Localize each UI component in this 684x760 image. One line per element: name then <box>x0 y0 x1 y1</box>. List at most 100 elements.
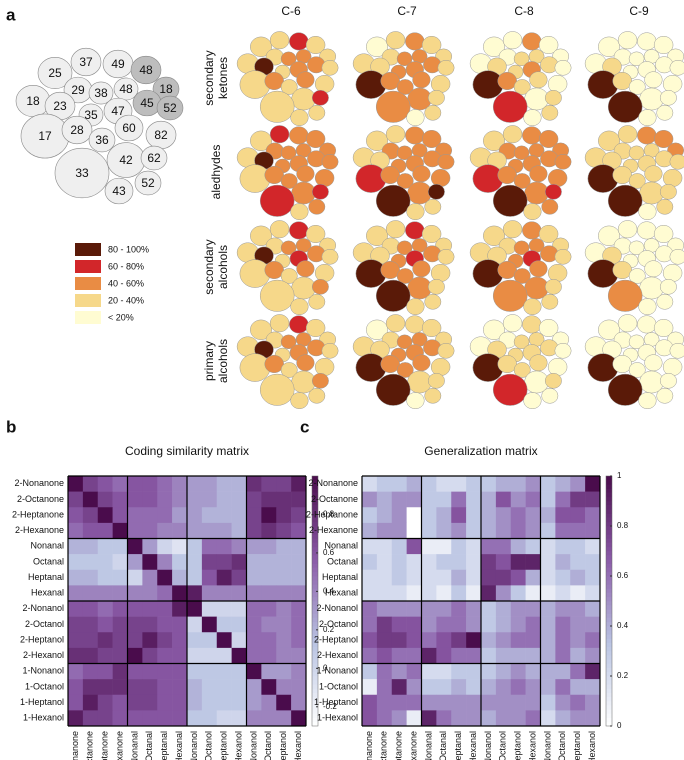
heatmap-cell <box>68 694 84 711</box>
glomerulus-response <box>513 268 531 284</box>
heatmap-cell <box>261 632 277 649</box>
glomerulus <box>114 114 144 142</box>
legend-label: 40 - 60% <box>108 278 144 288</box>
colorbar-segment <box>606 676 612 681</box>
heatmap-cell <box>201 647 218 664</box>
glomerulus-response <box>289 32 309 51</box>
glomerulus-response <box>269 220 290 239</box>
heatmap-cell <box>68 476 84 492</box>
glomerulus-response <box>483 225 505 246</box>
glomerulus-response <box>289 126 309 145</box>
heatmap-cell <box>231 538 247 555</box>
heatmap-cell <box>201 507 218 524</box>
heatmap-cell <box>172 647 188 664</box>
colorbar-segment <box>606 709 612 714</box>
glomerulus-response <box>421 319 442 337</box>
heatmap-cell <box>276 538 292 555</box>
heatmap-cell <box>97 554 113 571</box>
x-tick-label: 1-Octanol <box>557 731 567 760</box>
heatmap-cell <box>406 585 422 602</box>
glomerulus-response <box>544 278 562 295</box>
heatmap-cell <box>216 616 232 633</box>
heatmap-cell <box>391 554 407 571</box>
heatmap-cell <box>451 663 467 680</box>
glomerulus-response <box>437 248 455 265</box>
glomerulus-response <box>259 373 295 406</box>
glomerulus-response <box>290 203 309 220</box>
legend-swatch <box>75 311 101 324</box>
glomerulus <box>54 147 110 199</box>
legend-label: 80 - 100% <box>108 244 149 254</box>
glomerulus-response <box>502 125 523 144</box>
heatmap-cell <box>187 663 203 680</box>
heatmap-cell <box>362 476 378 492</box>
heatmap-cell <box>391 507 407 524</box>
colorbar-segment <box>606 617 612 623</box>
heatmap-cell <box>261 679 277 696</box>
glomerulus-response <box>513 145 530 161</box>
heatmap-cell <box>570 585 586 602</box>
colorbar-segment <box>312 580 318 585</box>
heatmap-cell <box>570 491 586 508</box>
glomerulus-response <box>290 392 309 409</box>
colorbar-segment <box>606 521 612 527</box>
heatmap-cell <box>172 491 188 508</box>
heatmap-cell <box>127 710 143 727</box>
heatmap-cell <box>291 476 307 492</box>
heatmap-cell <box>201 601 218 617</box>
heatmap-cell <box>362 647 378 664</box>
heatmap-cell <box>406 491 422 508</box>
heatmap-cell <box>451 585 467 602</box>
glomerulus-response <box>628 173 646 189</box>
heatmap-cell <box>495 632 512 649</box>
glomerulus-response <box>497 166 517 184</box>
glomerulus-response <box>385 125 406 144</box>
heatmap-cell <box>376 507 393 524</box>
column-title: C-6 <box>281 4 301 18</box>
heatmap-cell <box>451 679 467 696</box>
colorbar-segment <box>312 713 318 718</box>
heatmap-cell <box>555 554 571 571</box>
heatmap-cell <box>436 663 452 680</box>
heatmap-cell <box>172 585 188 602</box>
glomerulus-response <box>638 392 657 409</box>
heatmap-cell <box>261 710 277 727</box>
colorbar-segment <box>606 542 612 548</box>
glomerulus-response <box>305 319 326 337</box>
heatmap-cell <box>540 710 556 727</box>
colorbar-frame <box>605 475 613 727</box>
glomerulus-label: 29 <box>71 83 85 97</box>
heatmap-cell <box>201 663 218 680</box>
y-tick-label: Heptanal <box>28 572 64 582</box>
glomerulus-response <box>259 90 295 123</box>
heatmap-cell <box>376 601 393 617</box>
panel-label: b <box>6 417 16 436</box>
glomerulus-label: 43 <box>112 184 126 198</box>
heatmap-cell <box>421 694 437 711</box>
heatmap-cell <box>112 522 128 539</box>
colorbar-segment <box>312 676 318 681</box>
heatmap-cell <box>510 679 526 696</box>
heatmap-cell <box>436 710 452 727</box>
heatmap-cell <box>421 538 437 555</box>
heatmap-cell <box>127 476 143 492</box>
x-tick-label: 2-Hexanol <box>233 731 243 760</box>
heatmap-cell <box>510 522 526 539</box>
colorbar-segment <box>312 617 318 623</box>
heatmap-cell <box>436 476 452 492</box>
heatmap-cell <box>276 585 292 602</box>
glomerulus-response <box>497 261 517 279</box>
colorbar-segment <box>312 517 318 523</box>
heatmap-cell <box>201 632 218 649</box>
colorbar-segment <box>606 530 612 535</box>
heatmap-cell <box>391 476 407 492</box>
colorbar-segment <box>606 626 612 631</box>
heatmap-cell <box>157 647 173 664</box>
colorbar-segment <box>606 509 612 514</box>
heatmap-cell <box>291 585 307 602</box>
heatmap-cell <box>436 647 452 664</box>
y-tick-label: 2-Heptanone <box>12 509 64 519</box>
colorbar-segment <box>312 501 318 506</box>
glomerulus-response <box>513 173 531 189</box>
heatmap-cell <box>585 554 601 571</box>
